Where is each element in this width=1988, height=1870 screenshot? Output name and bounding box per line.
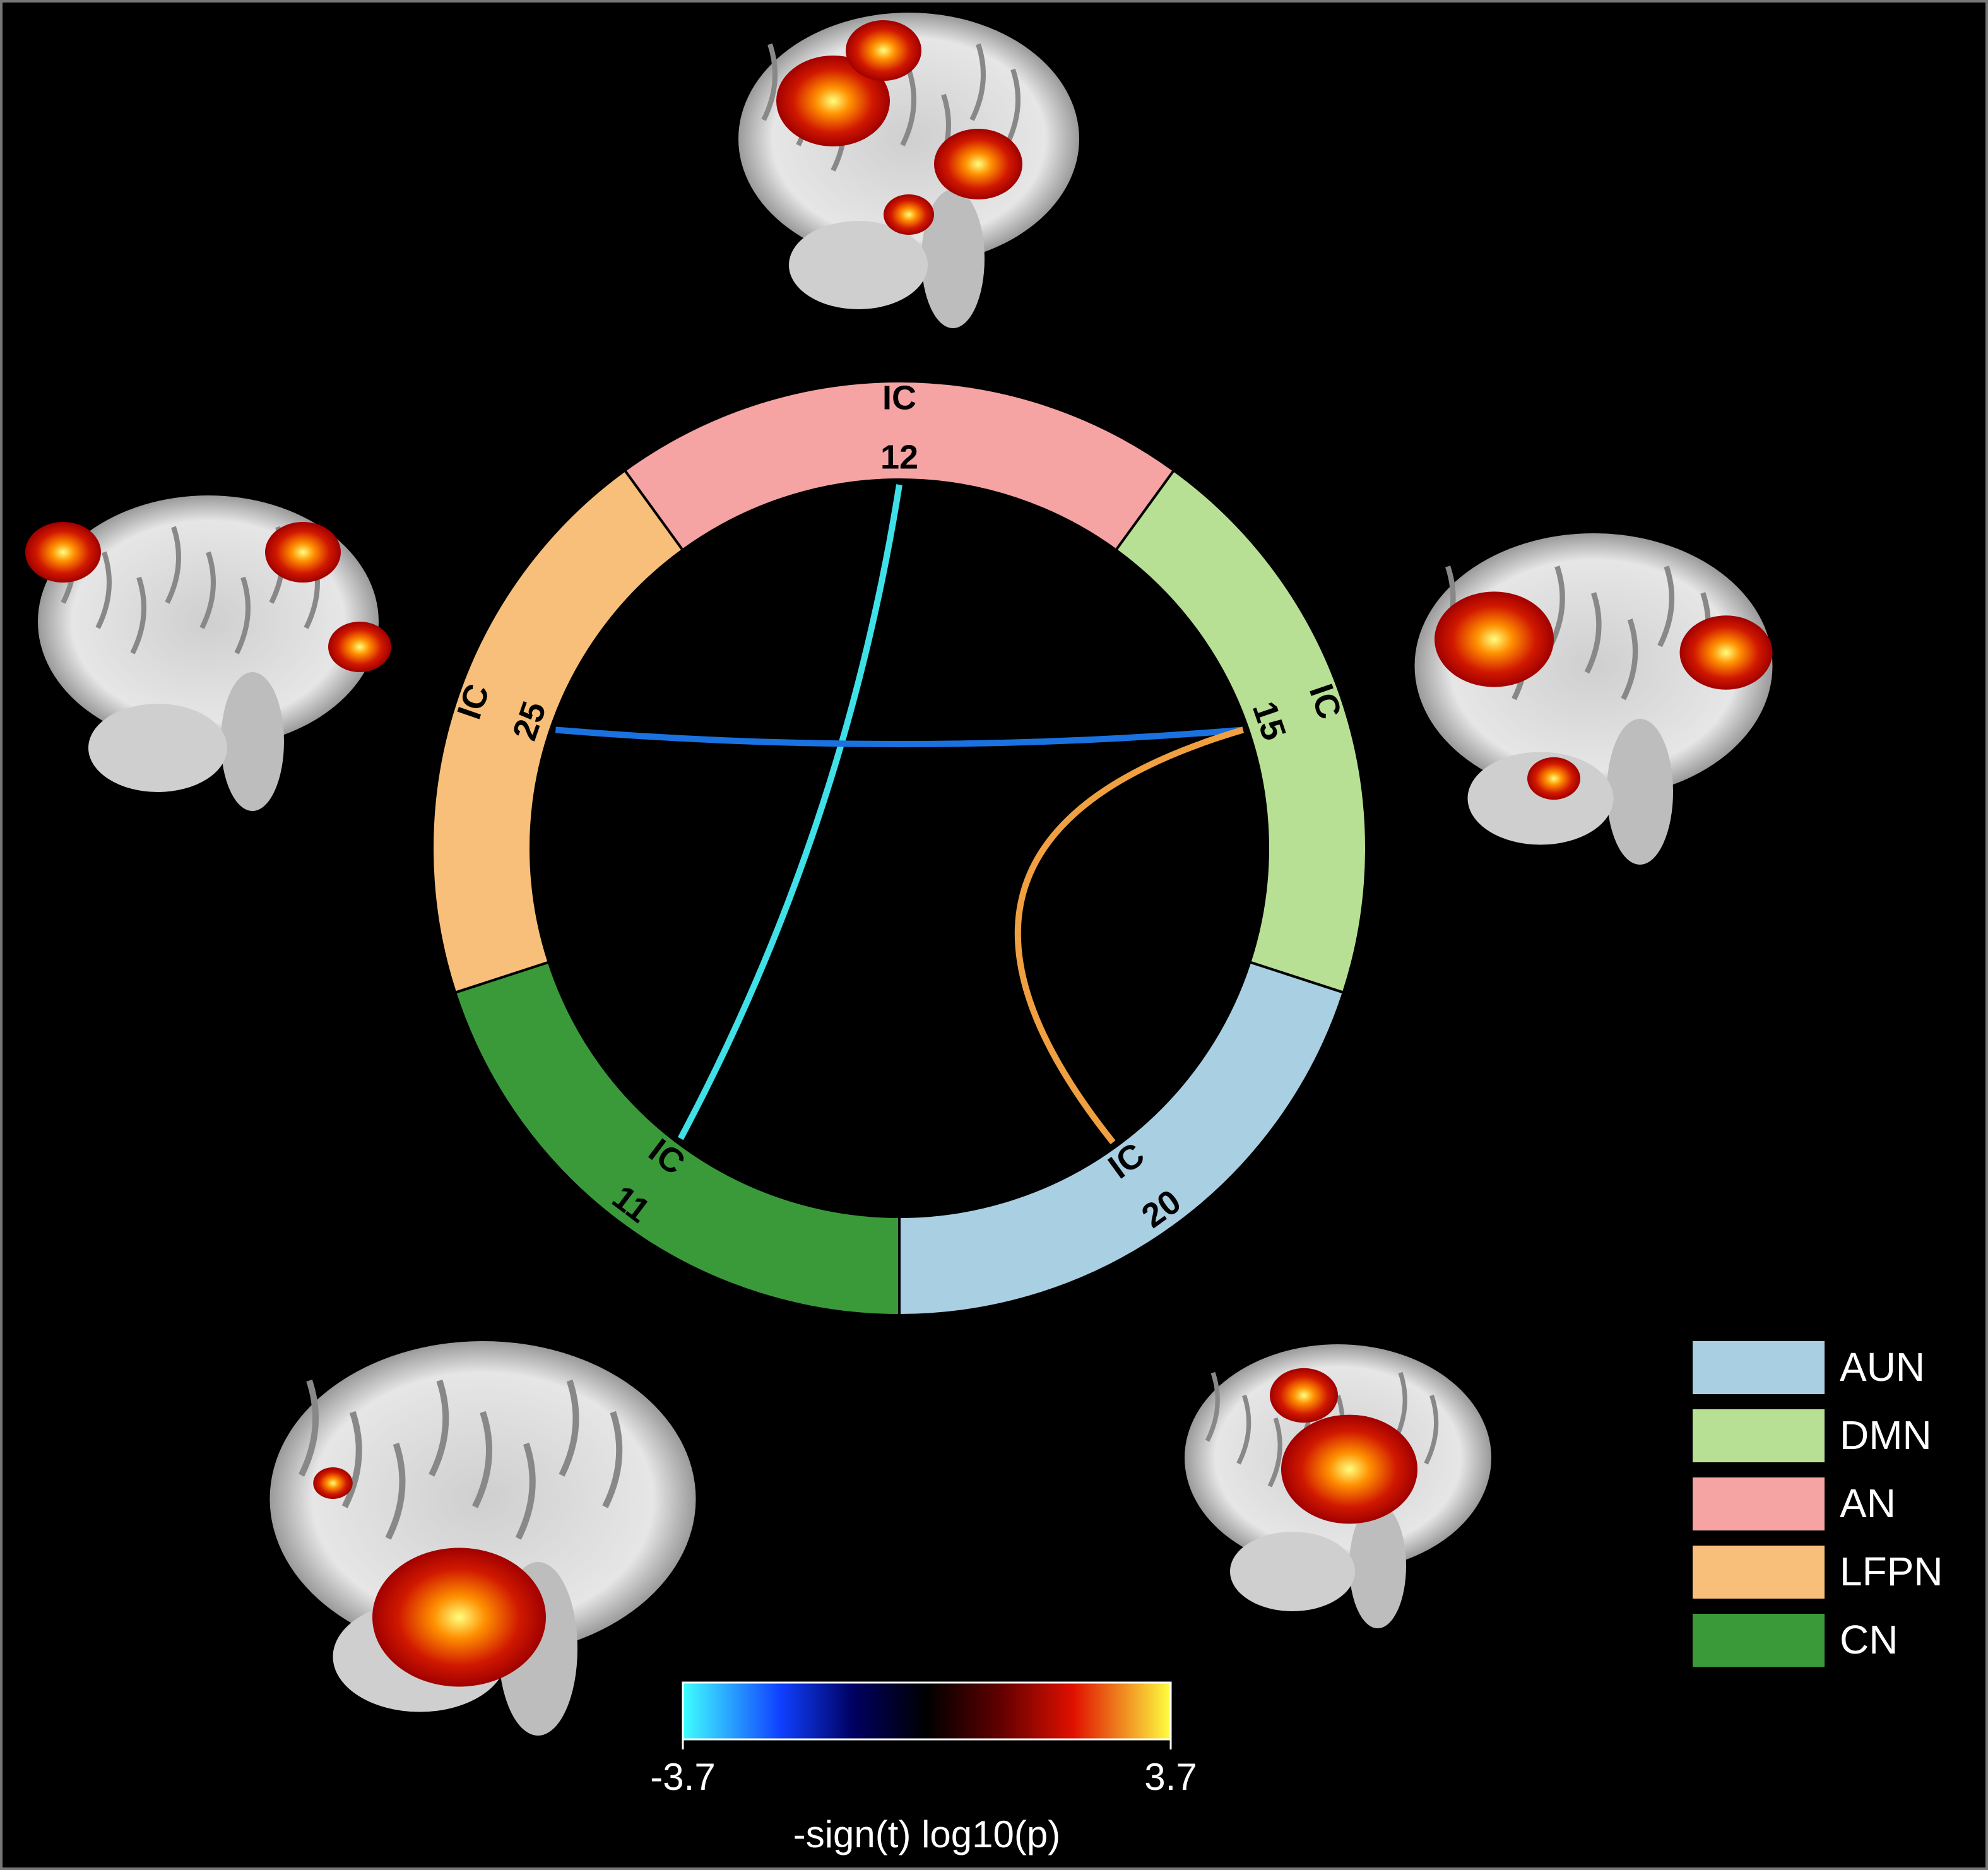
sulcus: [95, 551, 112, 629]
sulcus: [429, 1379, 449, 1477]
node-label-ic: IC: [882, 379, 916, 417]
node-segment: [1114, 468, 1368, 995]
colorbar-label: -sign(t) log10(p): [793, 1813, 1061, 1855]
cerebellum: [789, 221, 928, 309]
legend-label: LFPN: [1840, 1549, 1943, 1594]
node-segment: [623, 380, 1176, 552]
activation: [846, 20, 921, 81]
sulcus: [1621, 618, 1638, 701]
sulcus: [1236, 1394, 1251, 1465]
colorbar-gradient: [682, 1681, 1172, 1741]
node-segment: [453, 960, 901, 1317]
sulcus: [385, 1442, 406, 1540]
sulcus: [234, 576, 251, 654]
activation: [328, 622, 391, 672]
brain-stem: [1349, 1503, 1406, 1628]
activation: [1270, 1368, 1338, 1423]
activation: [1435, 591, 1554, 687]
legend-swatch: [1693, 1409, 1825, 1462]
cerebellum: [1230, 1532, 1355, 1611]
brain-stem: [921, 189, 985, 328]
brain-stem: [221, 672, 284, 811]
connection: [677, 484, 902, 1140]
legend-swatch: [1693, 1341, 1825, 1394]
brain-slice: [738, 13, 1079, 328]
cerebellum: [88, 704, 227, 792]
sulcus: [900, 68, 916, 146]
sulcus: [1547, 565, 1565, 648]
node-segment: [898, 960, 1346, 1317]
sulcus: [1424, 1394, 1439, 1465]
sulcus: [559, 1379, 579, 1477]
activation: [1679, 615, 1773, 690]
brain-slice: [1185, 1344, 1491, 1628]
sulcus: [1584, 592, 1602, 674]
sulcus: [1004, 68, 1021, 146]
brain-slice: [1414, 533, 1773, 865]
activation: [934, 129, 1022, 199]
sulcus: [299, 1379, 319, 1477]
sulcus: [969, 43, 986, 121]
connection: [1014, 726, 1245, 1145]
activation: [1281, 1414, 1417, 1524]
sulcus: [341, 1411, 362, 1508]
legend-swatch: [1693, 1614, 1825, 1667]
brain-images: [25, 13, 1773, 1736]
colorbar-tick-label: -3.7: [650, 1756, 715, 1798]
activation: [776, 56, 890, 146]
sulcus: [1267, 1417, 1282, 1488]
connection: [555, 726, 1244, 747]
brain-tissue: [269, 1341, 696, 1657]
activation: [1527, 757, 1580, 800]
legend-label: CN: [1840, 1617, 1898, 1662]
node-label-number: 12: [880, 438, 918, 476]
sulcus: [602, 1411, 623, 1508]
activation: [884, 194, 934, 235]
activation: [265, 522, 341, 583]
sulcus: [1657, 565, 1675, 648]
brain-slice: [269, 1341, 696, 1736]
brain-slice: [25, 495, 391, 811]
legend: AUN DMN AN LFPN CN: [1693, 1341, 1943, 1667]
colorbar: -3.7 3.7 -sign(t) log10(p): [650, 1681, 1197, 1855]
brain-stem: [1607, 719, 1673, 865]
node-label: IC 12: [880, 379, 918, 476]
legend-label: AN: [1840, 1481, 1896, 1526]
legend-label: DMN: [1840, 1412, 1932, 1458]
legend-swatch: [1693, 1477, 1825, 1530]
sulcus: [199, 551, 216, 629]
sulcus: [165, 526, 181, 604]
legend-swatch: [1693, 1546, 1825, 1599]
colorbar-tick-label: 3.7: [1144, 1756, 1197, 1798]
sulcus: [472, 1411, 492, 1508]
sulcus: [761, 43, 778, 121]
activation: [25, 522, 101, 583]
sulcus: [515, 1442, 536, 1540]
sulcus: [1205, 1371, 1220, 1442]
sulcus: [130, 576, 146, 654]
activation: [313, 1467, 353, 1499]
legend-label: AUN: [1840, 1344, 1925, 1390]
activation: [372, 1547, 546, 1687]
node-segment: [431, 468, 685, 995]
